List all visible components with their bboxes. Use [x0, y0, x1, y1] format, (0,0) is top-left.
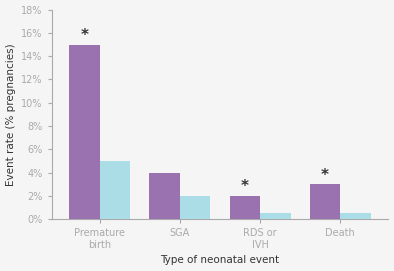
Bar — [180, 196, 210, 219]
Bar — [149, 173, 180, 219]
Bar — [69, 44, 100, 219]
Bar — [310, 184, 340, 219]
Bar — [340, 214, 371, 219]
Text: *: * — [80, 28, 89, 43]
Bar — [100, 161, 130, 219]
X-axis label: Type of neonatal event: Type of neonatal event — [160, 256, 280, 265]
Bar — [230, 196, 260, 219]
Text: *: * — [241, 179, 249, 194]
Y-axis label: Event rate (% pregnancies): Event rate (% pregnancies) — [6, 43, 15, 186]
Text: *: * — [321, 167, 329, 183]
Bar — [260, 214, 291, 219]
